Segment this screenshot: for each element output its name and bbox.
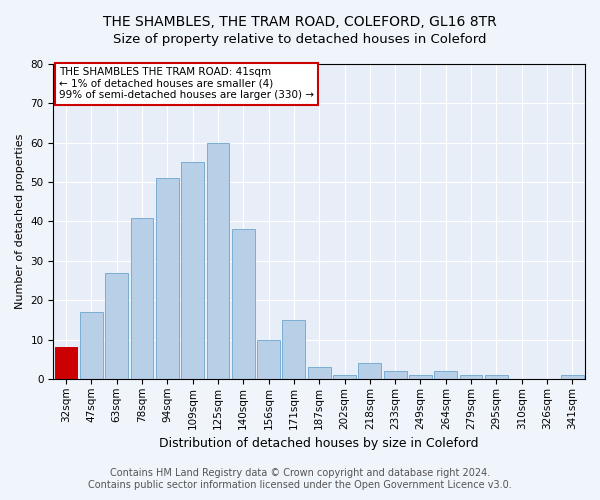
Bar: [232, 230, 254, 379]
Bar: [384, 371, 407, 379]
Bar: [156, 178, 179, 379]
Bar: [80, 312, 103, 379]
Text: Size of property relative to detached houses in Coleford: Size of property relative to detached ho…: [113, 32, 487, 46]
Text: THE SHAMBLES, THE TRAM ROAD, COLEFORD, GL16 8TR: THE SHAMBLES, THE TRAM ROAD, COLEFORD, G…: [103, 15, 497, 29]
Bar: [460, 375, 482, 379]
Y-axis label: Number of detached properties: Number of detached properties: [15, 134, 25, 309]
Bar: [434, 371, 457, 379]
Bar: [485, 375, 508, 379]
Text: Contains HM Land Registry data © Crown copyright and database right 2024.
Contai: Contains HM Land Registry data © Crown c…: [88, 468, 512, 490]
Bar: [308, 367, 331, 379]
Text: THE SHAMBLES THE TRAM ROAD: 41sqm
← 1% of detached houses are smaller (4)
99% of: THE SHAMBLES THE TRAM ROAD: 41sqm ← 1% o…: [59, 67, 314, 100]
Bar: [55, 348, 77, 379]
Bar: [181, 162, 204, 379]
X-axis label: Distribution of detached houses by size in Coleford: Distribution of detached houses by size …: [160, 437, 479, 450]
Bar: [257, 340, 280, 379]
Bar: [283, 320, 305, 379]
Bar: [206, 142, 229, 379]
Bar: [358, 363, 381, 379]
Bar: [131, 218, 154, 379]
Bar: [105, 272, 128, 379]
Bar: [561, 375, 584, 379]
Bar: [333, 375, 356, 379]
Bar: [409, 375, 432, 379]
